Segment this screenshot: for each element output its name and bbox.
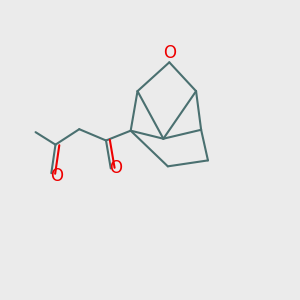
Text: O: O — [50, 167, 63, 184]
Text: O: O — [163, 44, 176, 62]
Text: O: O — [110, 159, 123, 177]
